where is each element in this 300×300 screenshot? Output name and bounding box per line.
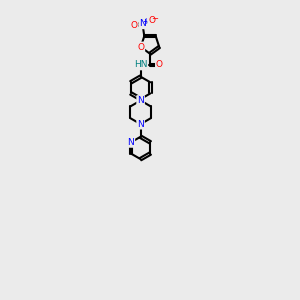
- Text: O: O: [130, 21, 137, 30]
- Text: O: O: [137, 43, 144, 52]
- Text: N: N: [128, 138, 134, 147]
- Text: N: N: [137, 96, 144, 105]
- Text: HN: HN: [134, 60, 147, 69]
- Text: N: N: [137, 120, 144, 129]
- Text: +: +: [142, 17, 149, 26]
- Text: −: −: [152, 14, 158, 23]
- Text: O: O: [148, 16, 155, 25]
- Text: N: N: [140, 19, 146, 28]
- Text: O: O: [156, 60, 163, 69]
